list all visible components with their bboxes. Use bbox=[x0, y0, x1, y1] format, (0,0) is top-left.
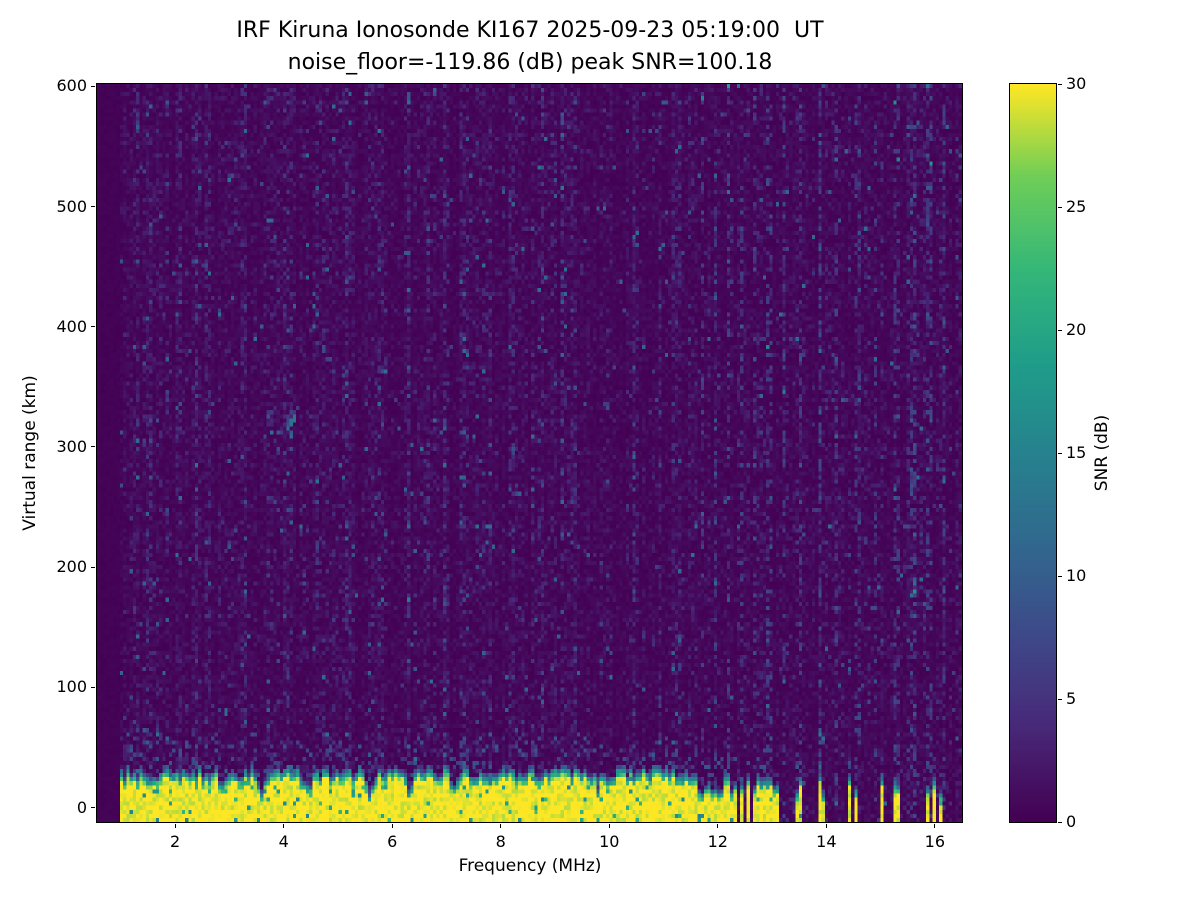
colorbar-tick bbox=[1058, 329, 1062, 331]
colorbar-tick bbox=[1058, 575, 1062, 577]
colorbar-tick bbox=[1058, 83, 1062, 85]
y-tick-label: 300 bbox=[56, 436, 87, 456]
colorbar-tick-label: 20 bbox=[1066, 320, 1087, 339]
chart-subtitle: noise_floor=-119.86 (dB) peak SNR=100.18 bbox=[287, 50, 773, 75]
x-tick-label: 12 bbox=[707, 832, 728, 851]
x-tick-label: 16 bbox=[924, 832, 946, 851]
x-tick bbox=[500, 824, 502, 828]
x-tick bbox=[608, 824, 610, 828]
x-tick bbox=[391, 824, 393, 828]
colorbar-tick-label: 15 bbox=[1066, 443, 1087, 462]
y-tick bbox=[91, 566, 95, 568]
x-tick-label: 6 bbox=[387, 832, 398, 851]
y-tick-label: 600 bbox=[56, 76, 87, 96]
y-tick bbox=[91, 807, 95, 809]
y-tick-label: 500 bbox=[56, 196, 87, 216]
y-tick bbox=[91, 446, 95, 448]
colorbar-tick bbox=[1058, 698, 1062, 700]
colorbar-tick-label: 0 bbox=[1066, 812, 1077, 831]
heatmap-canvas bbox=[97, 84, 962, 822]
x-tick-label: 8 bbox=[495, 832, 506, 851]
colorbar-tick bbox=[1058, 821, 1062, 823]
x-tick bbox=[934, 824, 936, 828]
y-tick-label: 100 bbox=[56, 677, 87, 697]
y-tick-label: 400 bbox=[56, 316, 87, 336]
y-tick-label: 200 bbox=[56, 557, 87, 577]
x-tick-label: 14 bbox=[816, 832, 837, 851]
x-tick-label: 2 bbox=[170, 832, 181, 851]
chart-title: IRF Kiruna Ionosonde KI167 2025-09-23 05… bbox=[236, 18, 824, 43]
colorbar-tick-label: 5 bbox=[1066, 689, 1077, 708]
x-axis-label: Frequency (MHz) bbox=[458, 856, 602, 876]
y-tick bbox=[91, 206, 95, 208]
colorbar-tick bbox=[1058, 206, 1062, 208]
colorbar-tick bbox=[1058, 452, 1062, 454]
colorbar-tick-label: 10 bbox=[1066, 566, 1087, 585]
plot-area bbox=[96, 83, 963, 823]
y-tick bbox=[91, 326, 95, 328]
x-tick bbox=[717, 824, 719, 828]
x-tick-label: 4 bbox=[278, 832, 289, 851]
x-tick bbox=[283, 824, 285, 828]
x-tick bbox=[825, 824, 827, 828]
colorbar-tick-label: 30 bbox=[1066, 74, 1087, 93]
colorbar-tick-label: 25 bbox=[1066, 197, 1087, 216]
y-tick-label: 0 bbox=[76, 797, 87, 817]
x-tick-label: 10 bbox=[599, 832, 620, 851]
x-tick bbox=[174, 824, 176, 828]
y-tick bbox=[91, 85, 95, 87]
y-tick bbox=[91, 686, 95, 688]
colorbar-canvas bbox=[1010, 84, 1056, 822]
colorbar bbox=[1009, 83, 1057, 823]
